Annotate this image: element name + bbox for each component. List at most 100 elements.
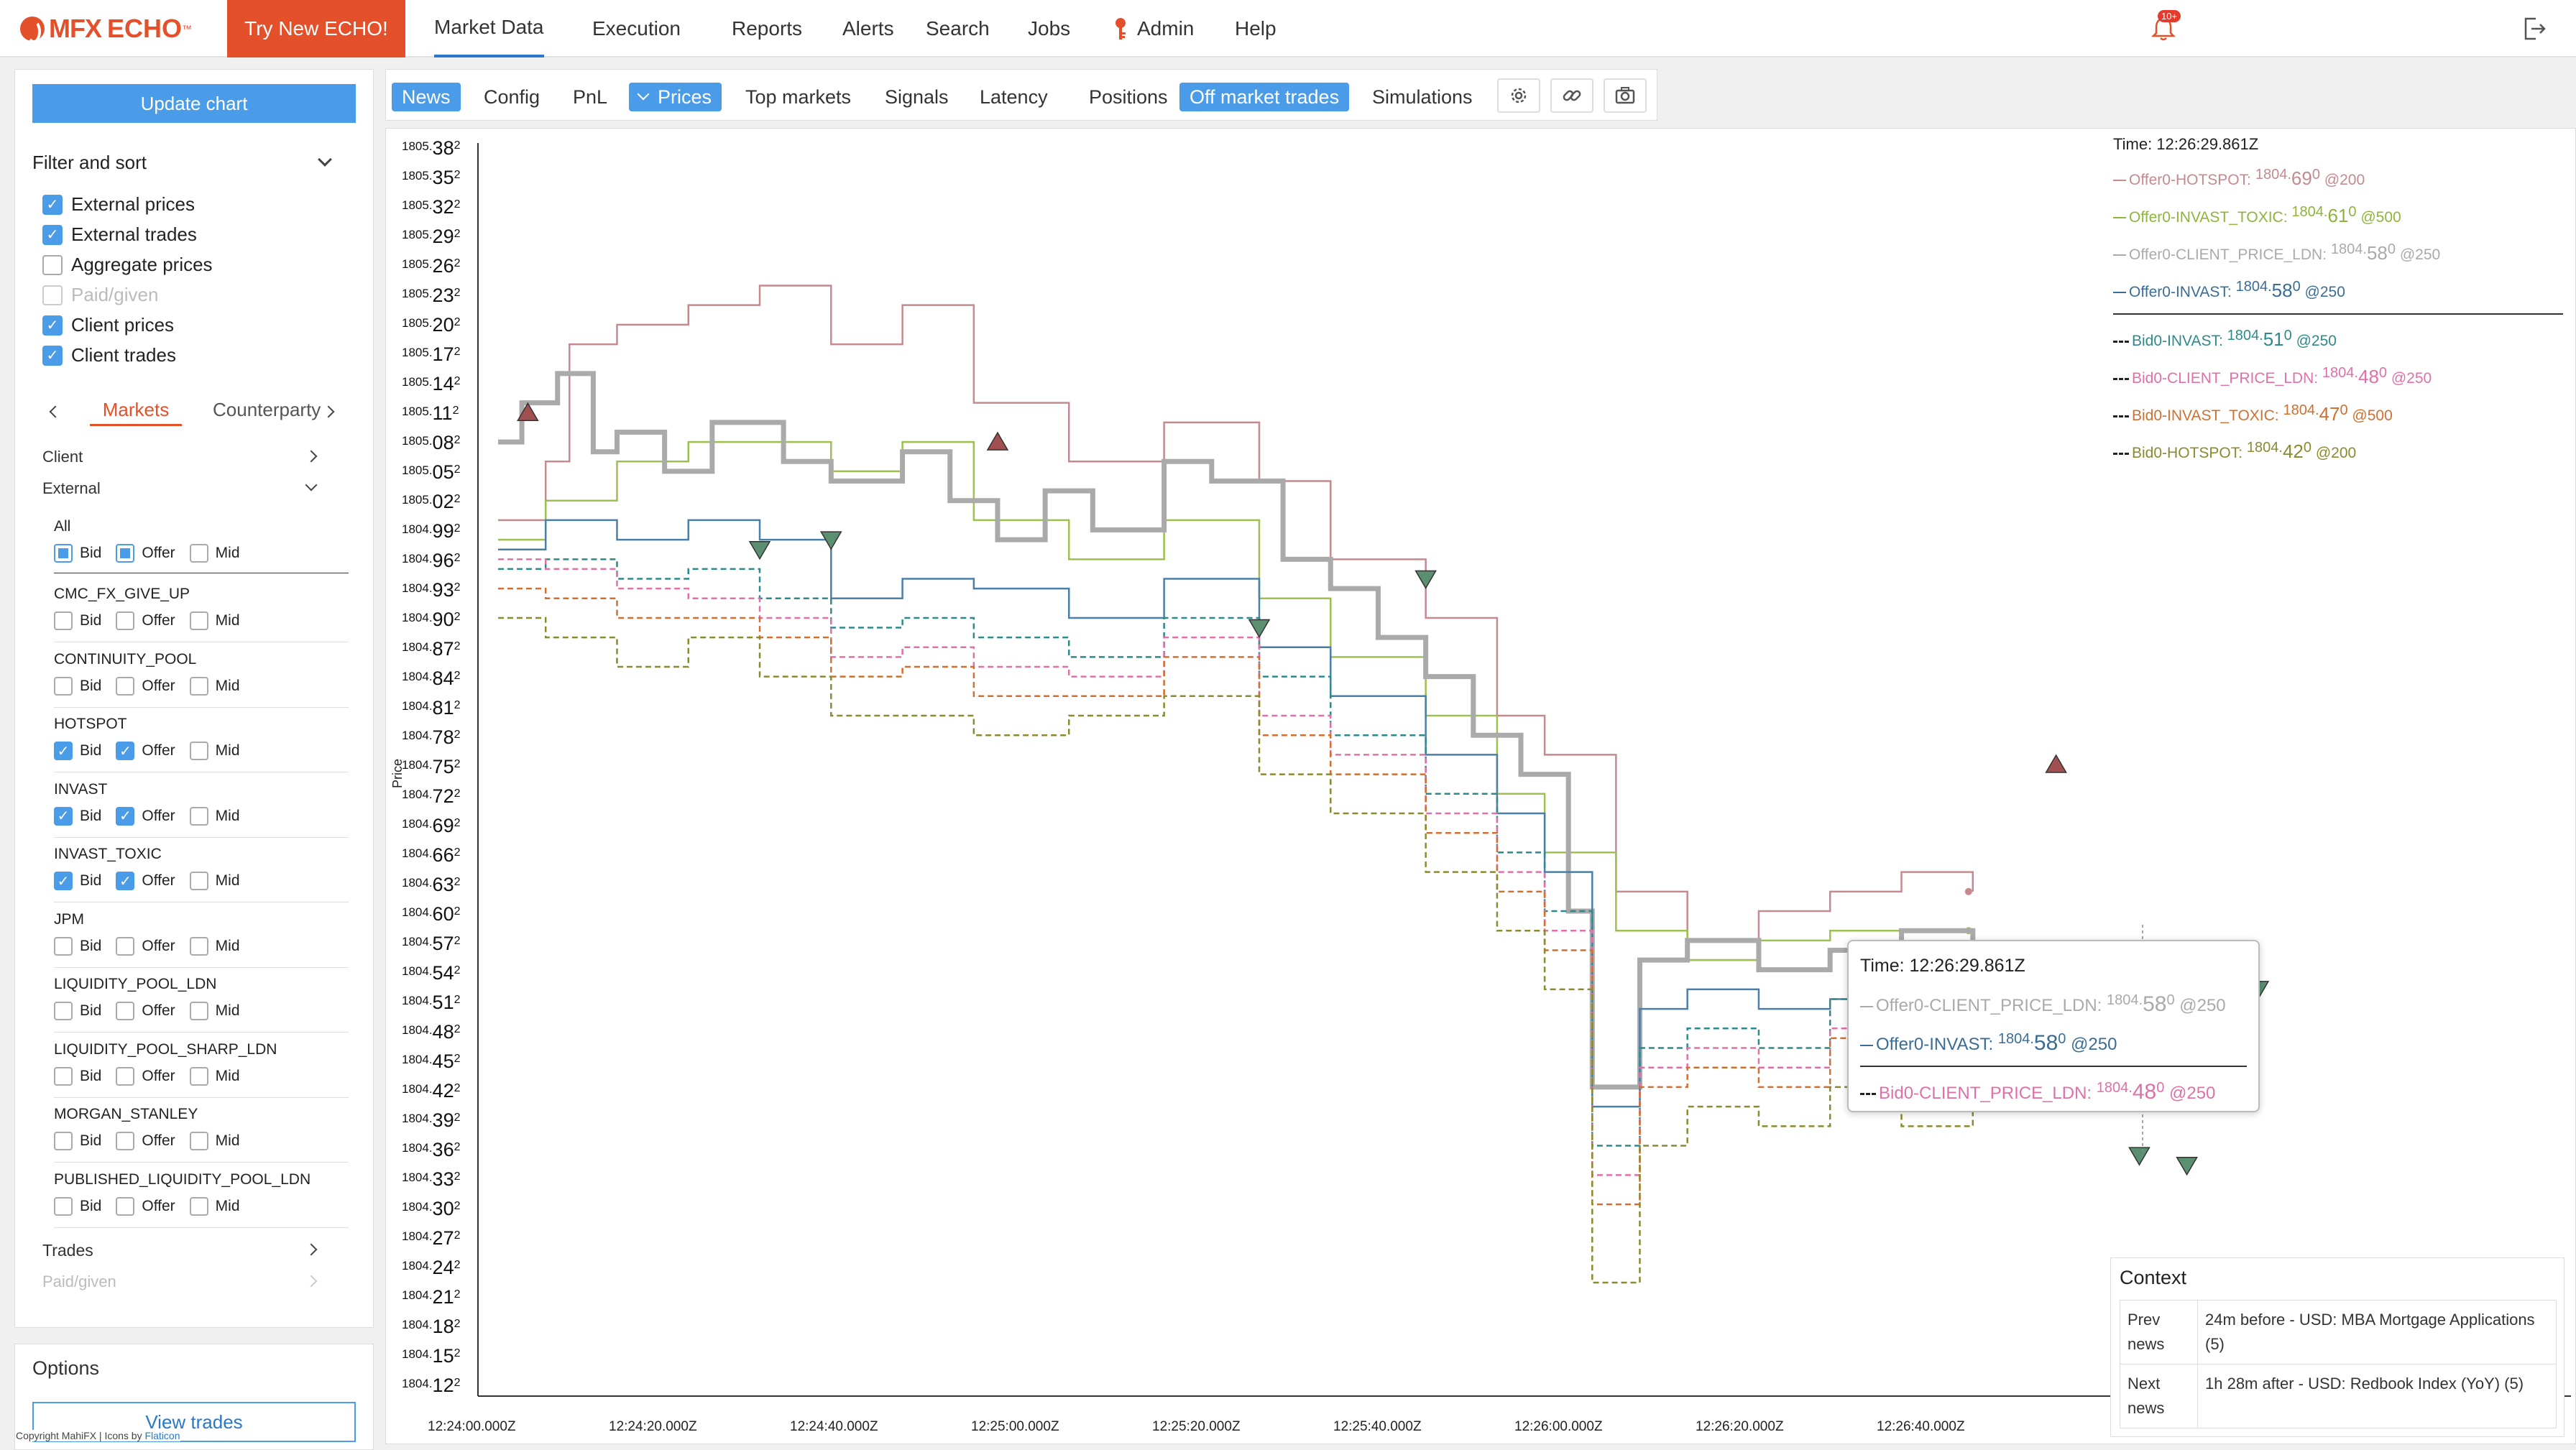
tab-news[interactable]: News [392, 83, 461, 111]
market-mid-option[interactable]: Mid [189, 936, 240, 956]
checkbox-icon[interactable] [116, 544, 135, 563]
market-bid-option[interactable]: Bid [54, 1066, 101, 1086]
checkbox-icon[interactable] [189, 1196, 208, 1216]
filter-external-trades[interactable]: ✓ External trades [42, 223, 197, 246]
nav-market-data[interactable]: Market Data [434, 0, 544, 57]
tab-pnl[interactable]: PnL [573, 86, 608, 108]
market-bid-option[interactable]: ✓ Bid [54, 742, 101, 760]
checkbox-icon[interactable] [54, 1002, 73, 1020]
tab-markets[interactable]: Markets [90, 399, 182, 426]
logout-icon[interactable] [2520, 14, 2549, 43]
market-bid-option[interactable]: Bid [54, 611, 101, 630]
filter-sort-chevron-down-icon[interactable] [318, 152, 332, 167]
context-value-prev[interactable]: 24m before - USD: MBA Mortgage Applicati… [2197, 1300, 2557, 1364]
checkbox-icon[interactable]: ✓ [42, 315, 63, 336]
market-offer-option[interactable]: Offer [116, 1066, 175, 1086]
checkbox-icon[interactable]: ✓ [42, 345, 63, 366]
checkbox-icon[interactable] [116, 1132, 135, 1150]
client-chevron-right-icon[interactable] [305, 450, 318, 463]
context-value-next[interactable]: 1h 28m after - USD: Redbook Index (YoY) … [2197, 1364, 2557, 1428]
try-new-echo-button[interactable]: Try New ECHO! [227, 0, 405, 57]
checkbox-icon[interactable] [54, 544, 73, 563]
checkbox-icon[interactable] [189, 936, 208, 956]
market-mid-option[interactable]: Mid [189, 1066, 240, 1086]
checkbox-icon[interactable]: ✓ [54, 806, 73, 826]
screenshot-button[interactable] [1604, 78, 1647, 113]
market-offer-option[interactable]: Offer [116, 611, 175, 630]
price-chart[interactable]: 1805.382 1805.352 1805.322 1805.292 1805.262… [386, 129, 2575, 1444]
tab-latency[interactable]: Latency [980, 86, 1048, 108]
trades-chevron-right-icon[interactable] [305, 1243, 318, 1256]
legend-row[interactable]: Offer0-HOTSPOT: 1804.690 @200 [2113, 167, 2563, 190]
all-bid-option[interactable]: Bid [54, 544, 101, 563]
market-mid-option[interactable]: Mid [189, 611, 240, 630]
checkbox-icon[interactable] [116, 1002, 135, 1020]
checkbox-icon[interactable]: ✓ [116, 872, 135, 890]
nav-alerts[interactable]: Alerts [842, 17, 894, 40]
market-mid-option[interactable]: Mid [189, 1002, 240, 1020]
market-offer-option[interactable]: Offer [116, 676, 175, 696]
checkbox-icon[interactable]: ✓ [42, 224, 63, 245]
tab-positions[interactable]: Positions [1089, 86, 1168, 108]
checkbox-icon[interactable] [189, 872, 208, 890]
all-mid-option[interactable]: Mid [189, 544, 240, 563]
tabs-prev-chevron-icon[interactable] [49, 405, 62, 418]
legend-row[interactable]: Offer0-CLIENT_PRICE_LDN: 1804.580 @250 [2113, 241, 2563, 264]
nav-reports[interactable]: Reports [732, 17, 803, 40]
checkbox-icon[interactable]: ✓ [116, 742, 135, 760]
update-chart-button[interactable]: Update chart [32, 84, 356, 123]
legend-row[interactable]: Bid0-INVAST_TOXIC: 1804.470 @500 [2113, 402, 2563, 425]
market-mid-option[interactable]: Mid [189, 1132, 240, 1150]
filter-external-prices[interactable]: ✓ External prices [42, 193, 195, 216]
tab-top-markets[interactable]: Top markets [745, 86, 852, 108]
all-offer-option[interactable]: Offer [116, 544, 175, 563]
group-client[interactable]: Client [42, 448, 83, 466]
tabs-next-chevron-icon[interactable] [322, 405, 335, 418]
nav-execution[interactable]: Execution [592, 17, 681, 40]
market-offer-option[interactable]: ✓ Offer [116, 872, 175, 890]
nav-admin[interactable]: Admin [1113, 0, 1194, 57]
market-bid-option[interactable]: ✓ Bid [54, 872, 101, 890]
market-bid-option[interactable]: Bid [54, 1196, 101, 1216]
legend-row[interactable]: Offer0-INVAST: 1804.580 @250 [2113, 279, 2563, 302]
flaticon-link[interactable]: Flaticon [144, 1430, 180, 1441]
view-trades-button[interactable]: View trades [32, 1402, 356, 1442]
tab-counterparty[interactable]: Counterparty [213, 399, 321, 420]
legend-row[interactable]: Offer0-CLIENT_PRICE_LDN: 1804.580 @250 [1860, 992, 2247, 1017]
tab-off-market-trades[interactable]: Off market trades [1179, 83, 1350, 111]
external-chevron-down-icon[interactable] [305, 479, 318, 491]
checkbox-icon[interactable] [54, 1196, 73, 1216]
market-bid-option[interactable]: Bid [54, 676, 101, 696]
legend-row[interactable]: Bid0-CLIENT_PRICE_LDN: 1804.480 @250 [1860, 1080, 2247, 1104]
group-trades[interactable]: Trades [42, 1241, 93, 1260]
legend-row[interactable]: Bid0-INVAST: 1804.510 @250 [2113, 328, 2563, 351]
filter-sort-heading[interactable]: Filter and sort [32, 152, 147, 173]
market-offer-option[interactable]: Offer [116, 1196, 175, 1216]
checkbox-icon[interactable]: ✓ [54, 742, 73, 760]
checkbox-icon[interactable] [54, 1132, 73, 1150]
checkbox-icon[interactable] [42, 254, 63, 275]
market-mid-option[interactable]: Mid [189, 806, 240, 826]
market-mid-option[interactable]: Mid [189, 676, 240, 696]
filter-aggregate-prices[interactable]: Aggregate prices [42, 254, 213, 276]
checkbox-icon[interactable] [189, 1066, 208, 1086]
share-link-button[interactable] [1550, 78, 1593, 113]
filter-client-trades[interactable]: ✓ Client trades [42, 344, 176, 366]
market-mid-option[interactable]: Mid [189, 1196, 240, 1216]
market-offer-option[interactable]: Offer [116, 1002, 175, 1020]
market-offer-option[interactable]: ✓ Offer [116, 806, 175, 826]
checkbox-icon[interactable] [116, 611, 135, 630]
market-mid-option[interactable]: Mid [189, 872, 240, 890]
tab-prices[interactable]: Prices [629, 83, 722, 111]
checkbox-icon[interactable] [116, 676, 135, 696]
checkbox-icon[interactable] [189, 611, 208, 630]
legend-row[interactable]: Bid0-CLIENT_PRICE_LDN: 1804.480 @250 [2113, 365, 2563, 388]
checkbox-icon[interactable] [54, 1066, 73, 1086]
market-mid-option[interactable]: Mid [189, 742, 240, 760]
checkbox-icon[interactable] [116, 936, 135, 956]
checkbox-icon[interactable] [116, 1196, 135, 1216]
market-offer-option[interactable]: ✓ Offer [116, 742, 175, 760]
checkbox-icon[interactable] [189, 544, 208, 563]
market-bid-option[interactable]: Bid [54, 1002, 101, 1020]
checkbox-icon[interactable] [189, 1002, 208, 1020]
